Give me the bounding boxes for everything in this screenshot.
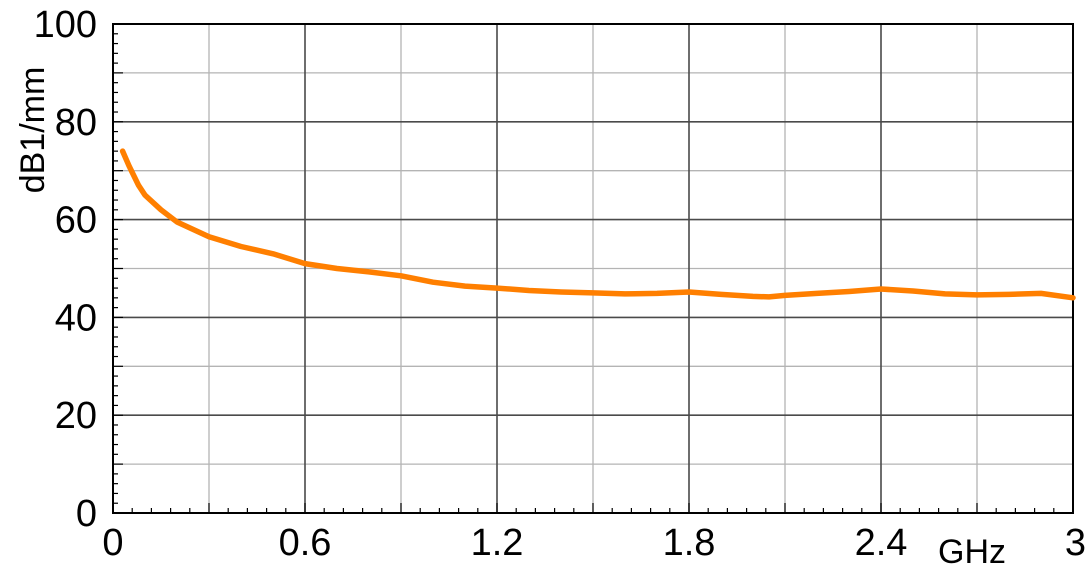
x-tick-label: 0.6 [279,522,332,564]
plot-frame [112,23,1074,514]
y-tick-label: 40 [55,297,97,339]
x-axis-label: GHz [938,533,1006,571]
minor-grid [113,24,1073,513]
x-tick-label: 3 [1065,522,1086,564]
x-tick-label: 2.4 [855,522,908,564]
y-tick-labels: 0 20 40 60 80 100 [34,4,97,535]
y-axis-label: dB1/mm [14,67,52,194]
plot-frame-border [112,23,1074,514]
x-tick-label: 1.2 [471,522,524,564]
data-series [119,148,1076,301]
x-tick-labels: 0 0.6 1.2 1.8 2.4 3 [102,522,1086,564]
y-tick-label: 100 [34,4,97,46]
major-grid [113,24,1073,513]
y-tick-label: 0 [76,493,97,535]
y-tick-label: 60 [55,200,97,242]
series-line [119,148,1076,301]
y-tick-label: 20 [55,395,97,437]
y-tick-label: 80 [55,102,97,144]
x-tick-label: 1.8 [663,522,716,564]
x-tick-label: 0 [102,522,123,564]
